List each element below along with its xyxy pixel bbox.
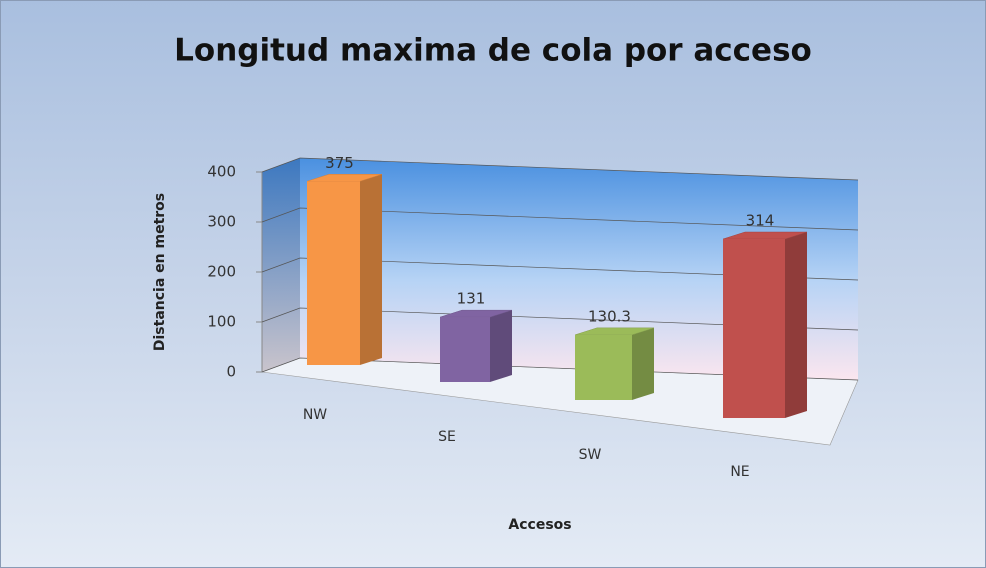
- bar-side: [785, 232, 807, 418]
- grid-line: [261, 257, 859, 281]
- chart-title: Longitud maxima de cola por acceso: [174, 33, 812, 69]
- x-tick-label: NE: [730, 464, 749, 480]
- y-axis-label: Distancia en metros: [152, 193, 168, 351]
- bar: [575, 334, 632, 400]
- data-label: 131: [457, 290, 486, 308]
- grid-line: [261, 207, 859, 231]
- bar: [307, 181, 360, 365]
- data-label: 314: [746, 212, 775, 230]
- x-tick-label: NW: [303, 407, 327, 423]
- y-tick-label: 0: [226, 363, 236, 381]
- x-tick-label: SW: [579, 447, 602, 463]
- y-tick-label: 400: [207, 163, 236, 181]
- y-tick-label: 200: [207, 263, 236, 281]
- x-axis-label: Accesos: [508, 517, 571, 533]
- y-tick-label: 300: [207, 213, 236, 231]
- bar-side: [490, 310, 512, 382]
- data-label: 130.3: [588, 307, 631, 325]
- bar-side: [632, 327, 654, 400]
- grid-line: [261, 357, 859, 381]
- data-label: 375: [325, 154, 354, 172]
- y-tick-label: 100: [207, 313, 236, 331]
- x-tick-label: SE: [438, 429, 456, 445]
- bar-side: [360, 174, 382, 365]
- grid-line: [261, 157, 859, 181]
- grid-line: [261, 307, 859, 331]
- bar: [723, 239, 785, 418]
- bar: [440, 317, 490, 382]
